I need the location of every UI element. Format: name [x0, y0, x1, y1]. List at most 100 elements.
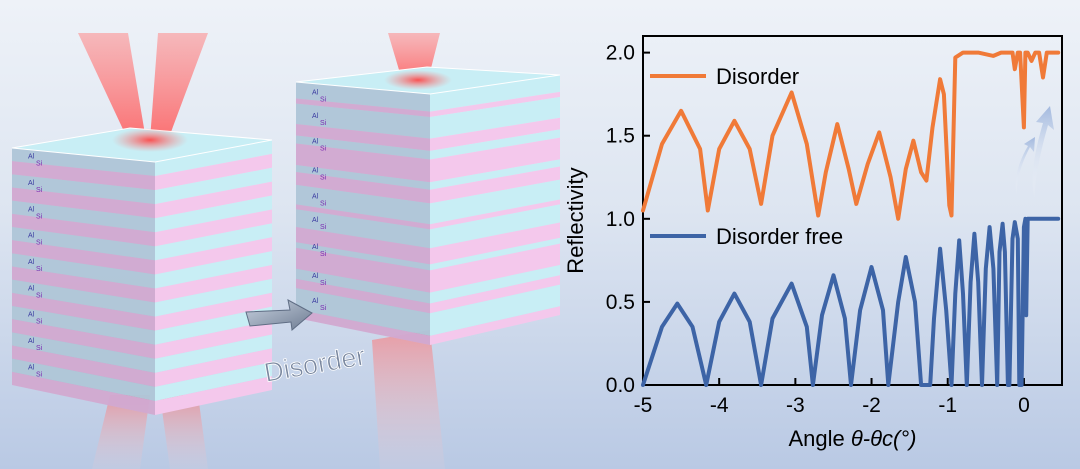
- stack-side-face: [155, 140, 272, 415]
- layer-label-si: Si: [36, 292, 43, 299]
- layer-front: [296, 103, 430, 139]
- layer-label-al: Al: [312, 244, 319, 251]
- layer-side: [430, 137, 560, 183]
- layer-side: [155, 306, 272, 345]
- layer-label-si: Si: [320, 201, 327, 208]
- layer-front: [12, 332, 155, 373]
- layer-side: [430, 199, 560, 230]
- layer-front: [296, 209, 430, 249]
- layer-side: [155, 167, 272, 205]
- layer-front: [296, 268, 430, 304]
- layer-side: [430, 264, 560, 304]
- x-tick-label: -1: [938, 394, 957, 417]
- layer-side: [430, 284, 560, 336]
- layer-front: [296, 288, 430, 336]
- layer-label-al: Al: [28, 233, 35, 240]
- incident-beam-right: [150, 33, 208, 140]
- chart-legend: Disorder Disorder free: [650, 64, 843, 249]
- layer-label-al: Al: [312, 194, 319, 201]
- layer-label-si: Si: [36, 240, 43, 247]
- layer-label-si: Si: [36, 213, 43, 220]
- layer-front: [12, 319, 155, 359]
- layer-side: [155, 209, 272, 247]
- layer-side: [430, 75, 560, 112]
- transmitted-beam-right-down: [160, 395, 208, 469]
- layer-side: [430, 204, 560, 249]
- y-tick-label: 0.0: [606, 374, 635, 397]
- y-tick-label: 0.5: [606, 291, 635, 314]
- layer-label-al: Al: [312, 217, 319, 224]
- layer-side: [155, 265, 272, 303]
- layer-side: [155, 376, 272, 415]
- shift-arrows: [1015, 106, 1054, 200]
- layer-front: [12, 161, 155, 191]
- x-tick-label: -2: [862, 394, 881, 417]
- layer-label-si: Si: [320, 251, 327, 258]
- layer-side: [155, 237, 272, 275]
- layer-label-al: Al: [28, 364, 35, 371]
- layer-front: [296, 204, 430, 230]
- layer-front: [12, 292, 155, 331]
- layer-side: [155, 181, 272, 219]
- layer-label-al: Al: [312, 89, 319, 96]
- layer-label-al: Al: [28, 285, 35, 292]
- series-line-disorder: [641, 50, 1061, 221]
- layer-side: [155, 348, 272, 387]
- layer-front: [296, 242, 430, 271]
- layer-label-si: Si: [320, 305, 327, 312]
- layer-side: [430, 91, 560, 118]
- chart-series: [641, 50, 1061, 387]
- x-tick-label: -3: [786, 394, 805, 417]
- arrow-shape: [245, 299, 313, 331]
- layer-front: [12, 240, 155, 275]
- layer-front: [296, 247, 430, 293]
- layer-side: [155, 334, 272, 373]
- layer-side: [155, 292, 272, 331]
- layer-label-si: Si: [320, 175, 327, 182]
- layer-side: [430, 159, 560, 190]
- layer-front: [12, 253, 155, 289]
- layer-front: [296, 309, 430, 345]
- chart-axes: -5 -4 -3 -2 -1 0 0.0 0.5 1.0 1.5 2.0 Angle θ-θc(°) R…: [563, 35, 1063, 451]
- x-tick-label: -5: [634, 394, 653, 417]
- layer-side: [430, 129, 560, 160]
- layer-side: [430, 237, 560, 271]
- layer-side: [430, 243, 560, 293]
- incident-beam-left: [78, 33, 146, 140]
- layer-side: [430, 179, 560, 225]
- layer-side: [430, 166, 560, 204]
- layer-side: [430, 117, 560, 151]
- stack-front-face: [296, 82, 430, 345]
- layer-side: [155, 362, 272, 401]
- legend-label: Disorder: [716, 64, 799, 89]
- layer-side: [430, 306, 560, 345]
- layer-label-si: Si: [320, 120, 327, 127]
- layer-front: [296, 82, 430, 112]
- layer-label-al: Al: [28, 206, 35, 213]
- x-tick-label: 0: [1018, 394, 1030, 417]
- beam-spot: [112, 128, 188, 152]
- layer-front: [12, 213, 155, 247]
- x-tick-label: -4: [710, 394, 729, 417]
- arrow-label: Disorder: [262, 341, 368, 388]
- layer-label-si: Si: [36, 371, 43, 378]
- beam-spot: [384, 70, 452, 90]
- layer-side: [430, 97, 560, 139]
- front-shade: [12, 148, 155, 415]
- layer-front: [296, 184, 430, 225]
- layer-label-al: Al: [312, 273, 319, 280]
- layer-front: [12, 266, 155, 303]
- layer-label-al: Al: [28, 312, 35, 319]
- transmitted-beam-left: [92, 395, 150, 469]
- layer-label-al: Al: [28, 180, 35, 187]
- transmitted-beam: [372, 330, 445, 469]
- layer-side: [155, 195, 272, 233]
- y-tick-label: 2.0: [606, 42, 635, 65]
- layer-side: [155, 153, 272, 191]
- layer-front: [12, 306, 155, 345]
- layer-side: [155, 251, 272, 289]
